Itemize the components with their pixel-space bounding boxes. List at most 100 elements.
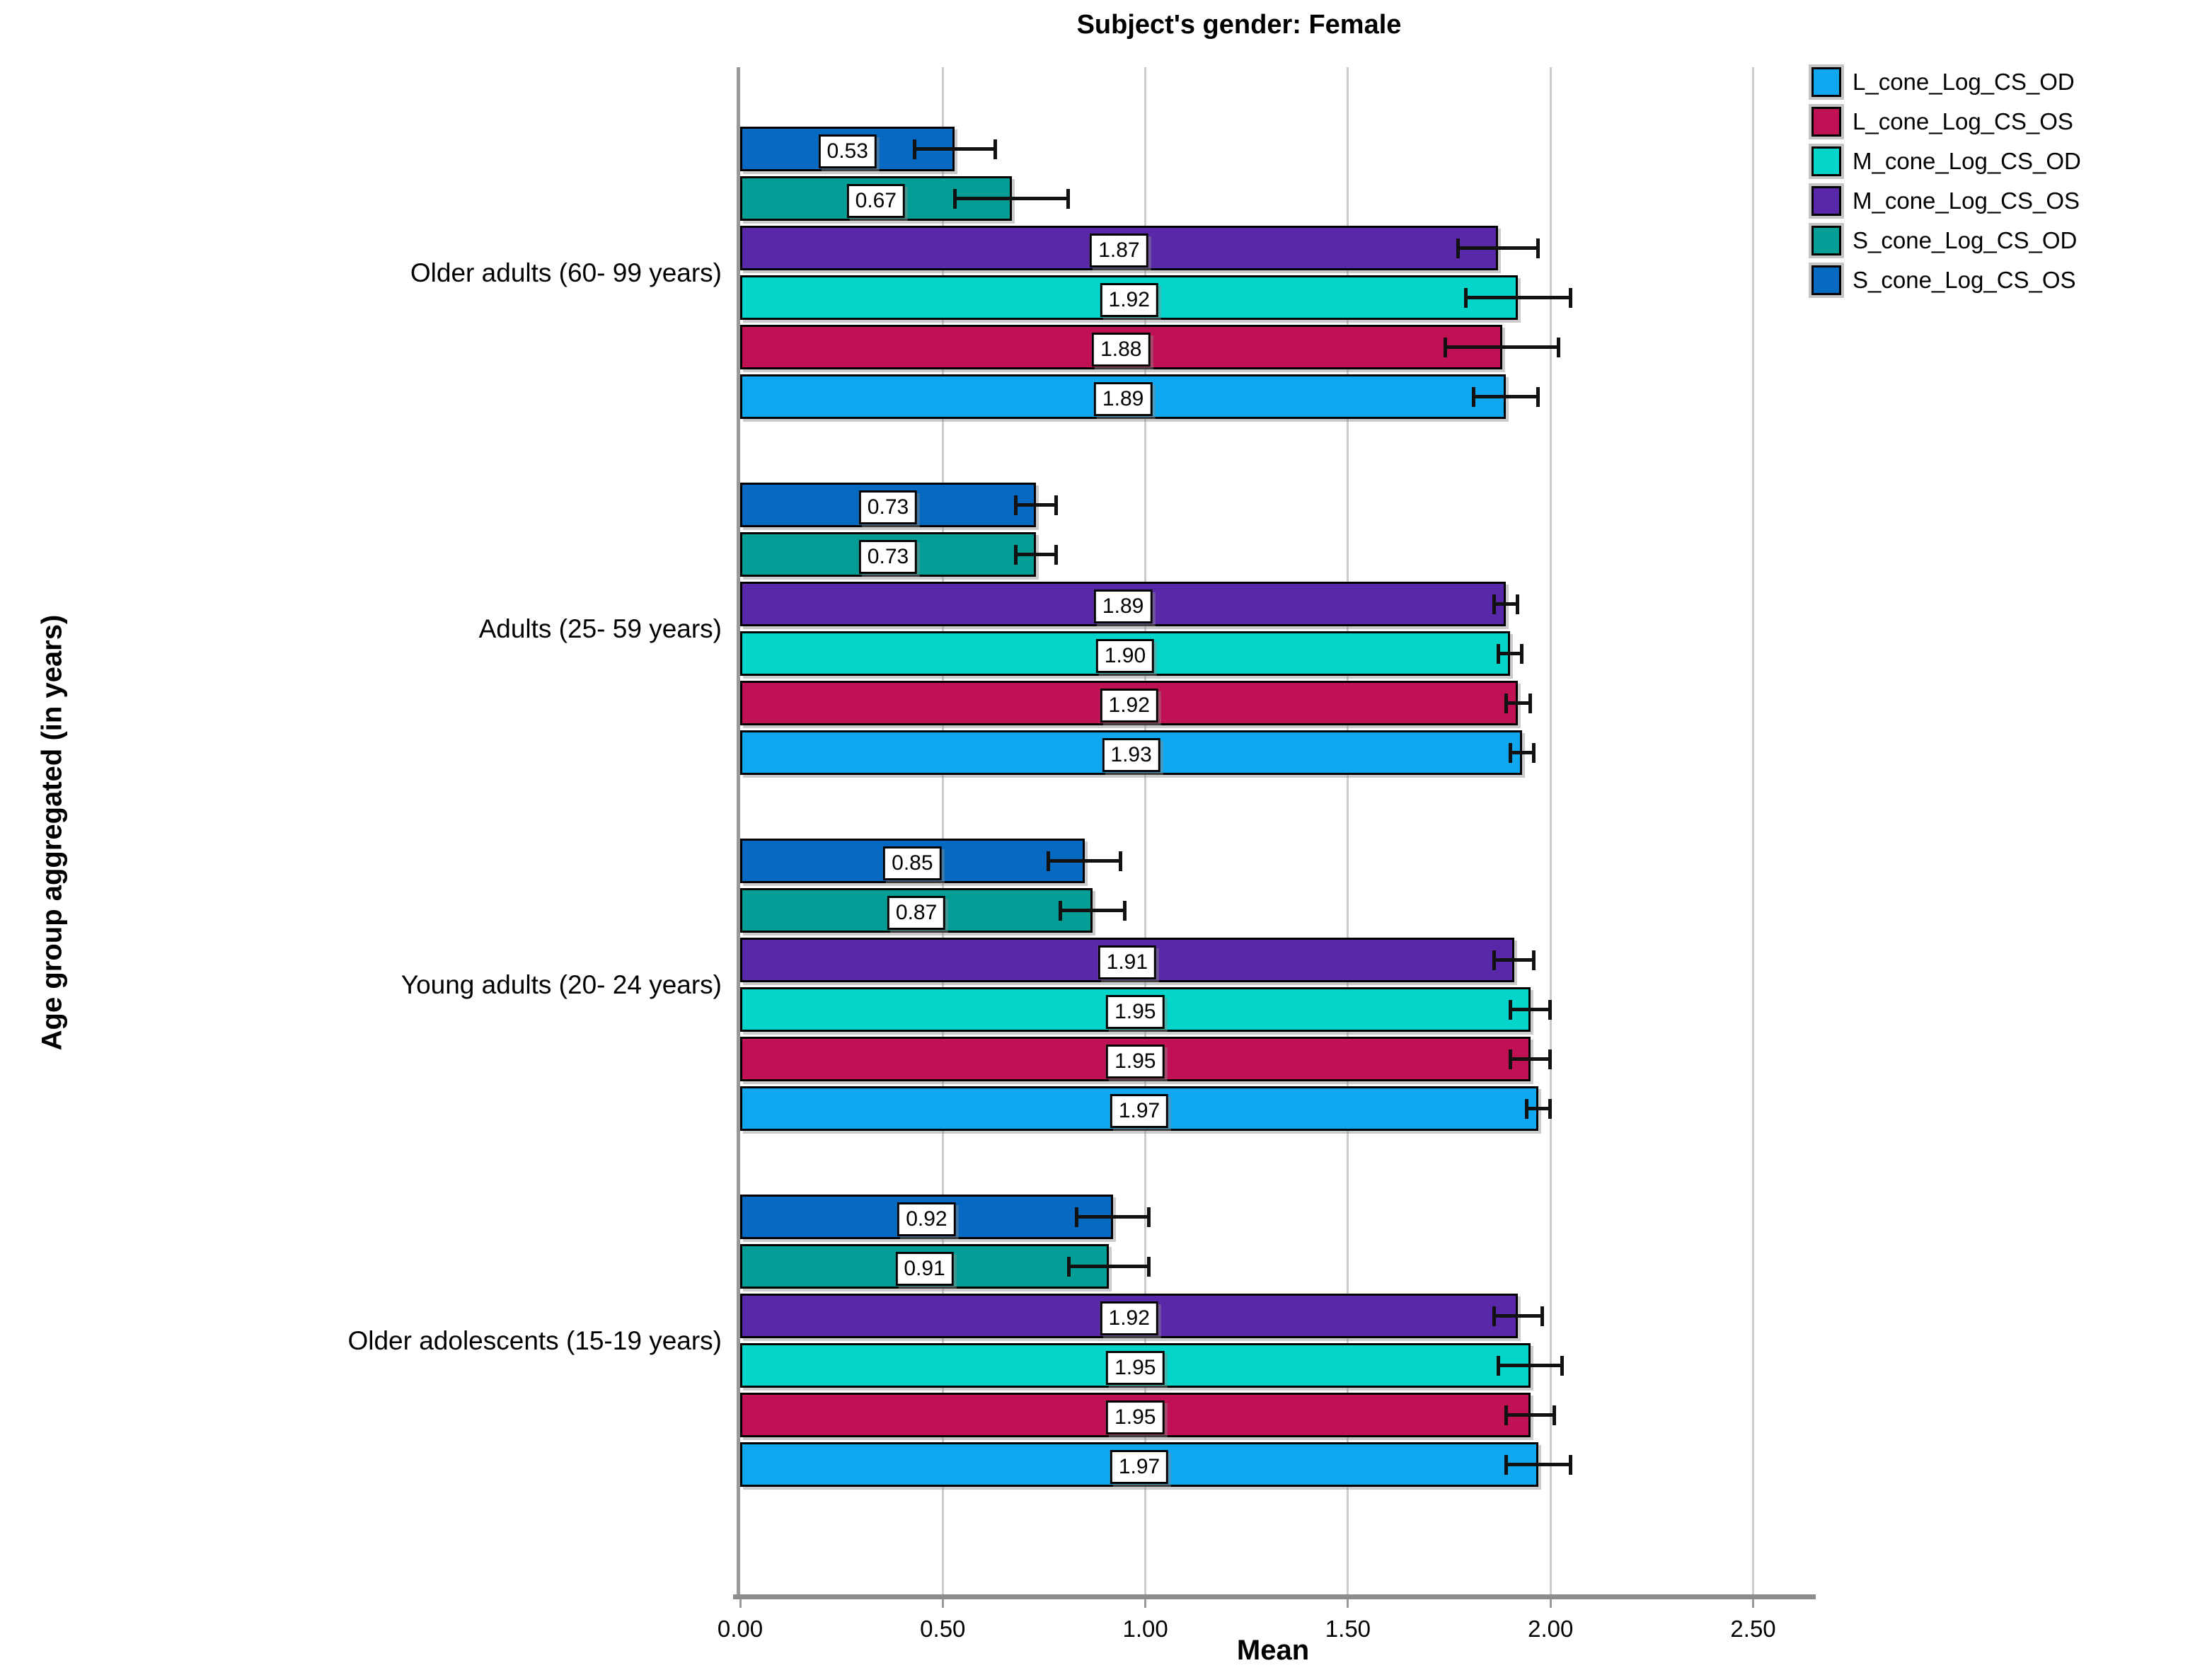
error-bar-cap-right <box>1548 999 1553 1020</box>
error-bar-cap-left <box>1456 238 1460 258</box>
error-bar-cap-right <box>1552 1405 1556 1425</box>
error-bar-cap-right <box>1066 188 1070 209</box>
bar-value-label: 1.93 <box>1102 737 1160 772</box>
bar-value-label: 0.91 <box>895 1251 954 1286</box>
bar-value-label: 0.67 <box>846 183 906 218</box>
error-bar <box>1506 1463 1571 1466</box>
error-bar <box>1076 1215 1150 1219</box>
x-tick-label: 1.50 <box>1325 1616 1371 1642</box>
error-bar <box>1506 701 1531 705</box>
error-bar-cap-left <box>1444 337 1448 357</box>
legend-swatch <box>1811 146 1841 176</box>
error-bar <box>1473 395 1539 398</box>
error-bar-cap-right <box>1560 1355 1565 1376</box>
bar-value-label: 1.87 <box>1090 233 1148 267</box>
legend-label: L_cone_Log_CS_OD <box>1853 69 2075 95</box>
error-bar <box>1494 602 1519 606</box>
y-axis-line <box>737 67 740 1594</box>
legend-label: L_cone_Log_CS_OS <box>1853 108 2073 134</box>
bar-value-label: 1.90 <box>1095 638 1155 673</box>
error-bar-cap-left <box>1504 1454 1509 1475</box>
error-bar-cap-left <box>1496 643 1500 664</box>
error-bar-cap-right <box>1516 594 1520 614</box>
error-bar <box>1497 652 1523 655</box>
legend-label: M_cone_Log_CS_OD <box>1853 148 2081 174</box>
x-tick-label: 0.00 <box>717 1616 764 1642</box>
error-bar <box>1526 1107 1551 1110</box>
error-bar <box>1506 1413 1555 1417</box>
bar-value-label: 0.85 <box>883 846 942 880</box>
error-bar-cap-left <box>1014 495 1018 515</box>
error-bar-cap-left <box>1066 1256 1071 1277</box>
error-bar-cap-left <box>1059 900 1063 921</box>
error-bar-cap-left <box>1075 1207 1079 1227</box>
legend-swatch <box>1811 226 1841 255</box>
error-bar-cap-left <box>1496 1355 1500 1376</box>
legend-item: S_cone_Log_CS_OD <box>1811 221 2081 260</box>
error-bar-cap-left <box>1014 544 1018 565</box>
bar-value-label: 1.95 <box>1106 1350 1165 1385</box>
error-bar-cap-right <box>1548 1098 1553 1119</box>
error-bar-cap-left <box>1508 742 1512 763</box>
chart-title: Subject's gender: Female <box>1076 10 1402 40</box>
y-category-label: Older adolescents (15-19 years) <box>347 1325 722 1355</box>
bar-value-label: 0.73 <box>858 539 918 574</box>
x-tick-label: 1.00 <box>1122 1616 1168 1642</box>
x-tick-label: 0.50 <box>920 1616 966 1642</box>
error-bar-cap-right <box>1536 386 1540 407</box>
error-bar-cap-left <box>1508 1049 1512 1069</box>
legend-swatch <box>1811 186 1841 216</box>
x-tick-mark <box>1347 1599 1349 1608</box>
error-bar <box>1015 503 1056 507</box>
bar-value-label: 0.73 <box>858 490 918 524</box>
x-tick-mark <box>1549 1599 1552 1608</box>
x-tick-mark <box>941 1599 944 1608</box>
error-bar-cap-right <box>1568 1454 1572 1475</box>
error-bar-cap-left <box>1504 693 1509 713</box>
y-category-label: Older adults (60- 99 years) <box>410 258 722 287</box>
legend-swatch <box>1811 107 1841 137</box>
error-bar-cap-left <box>1524 1098 1528 1119</box>
error-bar-cap-right <box>1054 544 1058 565</box>
legend-swatch <box>1811 265 1841 295</box>
error-bar-cap-right <box>1532 950 1536 970</box>
error-bar <box>1494 958 1535 962</box>
error-bar-cap-right <box>1540 1306 1544 1326</box>
legend: L_cone_Log_CS_OD L_cone_Log_CS_OS M_cone_L… <box>1811 62 2081 300</box>
bar-value-label: 1.92 <box>1100 1301 1158 1335</box>
error-bar-cap-left <box>1047 851 1051 871</box>
gridline <box>1549 67 1552 1594</box>
error-bar <box>1015 553 1056 556</box>
error-bar-cap-left <box>953 188 957 209</box>
error-bar-cap-right <box>993 139 997 159</box>
error-bar <box>955 197 1068 200</box>
legend-item: M_cone_Log_CS_OD <box>1811 142 2081 181</box>
bar-value-label: 1.95 <box>1106 1044 1165 1078</box>
bar-value-label: 1.95 <box>1106 994 1165 1029</box>
bar-value-label: 1.92 <box>1100 688 1158 723</box>
error-bar <box>1509 1057 1551 1061</box>
bar-value-label: 1.91 <box>1098 945 1157 979</box>
error-bar-cap-left <box>1504 1405 1509 1425</box>
error-bar <box>1509 751 1535 754</box>
error-bar-cap-right <box>1532 742 1536 763</box>
x-tick-mark <box>1144 1599 1147 1608</box>
y-category-label: Adults (25- 59 years) <box>478 614 722 643</box>
bar-value-label: 0.53 <box>818 134 877 168</box>
error-bar <box>1509 1008 1551 1011</box>
x-axis-line <box>733 1594 1816 1599</box>
error-bar-cap-left <box>1472 386 1476 407</box>
error-bar-cap-right <box>1556 337 1560 357</box>
error-bar-cap-right <box>1147 1256 1151 1277</box>
error-bar-cap-left <box>1492 594 1497 614</box>
error-bar <box>1048 859 1122 863</box>
error-bar-cap-right <box>1119 851 1123 871</box>
bar-value-label: 0.92 <box>897 1202 956 1236</box>
error-bar-cap-right <box>1520 643 1524 664</box>
x-tick-label: 2.50 <box>1730 1616 1776 1642</box>
x-axis-title: Mean <box>1236 1635 1310 1666</box>
y-axis-title: Age group aggregated (in years) <box>36 614 68 1051</box>
error-bar <box>1465 296 1571 299</box>
legend-swatch <box>1811 67 1841 97</box>
